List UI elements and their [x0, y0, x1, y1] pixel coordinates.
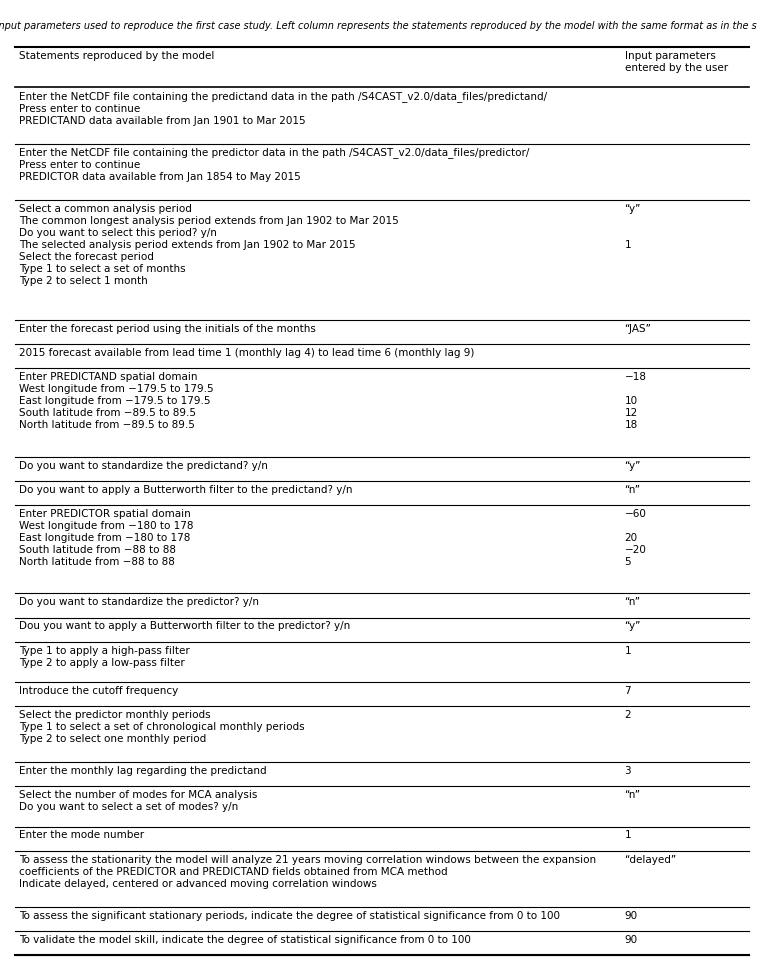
Text: Input parameters
entered by the user: Input parameters entered by the user	[625, 51, 727, 72]
Text: “y”


1: “y” 1	[625, 204, 641, 249]
Text: Enter the NetCDF file containing the predictor data in the path /S4CAST_v2.0/dat: Enter the NetCDF file containing the pre…	[19, 147, 529, 182]
Text: Statements reproduced by the model: Statements reproduced by the model	[19, 51, 214, 61]
Text: Enter the NetCDF file containing the predictand data in the path /S4CAST_v2.0/da: Enter the NetCDF file containing the pre…	[19, 91, 547, 126]
Text: 2015 forecast available from lead time 1 (monthly lag 4) to lead time 6 (monthly: 2015 forecast available from lead time 1…	[19, 349, 475, 358]
Text: To assess the significant stationary periods, indicate the degree of statistical: To assess the significant stationary per…	[19, 911, 560, 921]
Text: Do you want to standardize the predictand? y/n: Do you want to standardize the predictan…	[19, 460, 268, 471]
Text: −18

10
12
18: −18 10 12 18	[625, 373, 646, 430]
Text: 1: 1	[625, 830, 631, 841]
Text: Introduce the cutoff frequency: Introduce the cutoff frequency	[19, 686, 178, 695]
Text: Select a common analysis period
The common longest analysis period extends from : Select a common analysis period The comm…	[19, 204, 399, 286]
Text: To validate the model skill, indicate the degree of statistical significance fro: To validate the model skill, indicate th…	[19, 935, 471, 945]
Text: Select the number of modes for MCA analysis
Do you want to select a set of modes: Select the number of modes for MCA analy…	[19, 791, 257, 812]
Text: Do you want to standardize the predictor? y/n: Do you want to standardize the predictor…	[19, 597, 259, 608]
Text: Type 1 to apply a high-pass filter
Type 2 to apply a low-pass filter: Type 1 to apply a high-pass filter Type …	[19, 645, 190, 667]
Text: 7: 7	[625, 686, 631, 695]
Text: Enter PREDICTAND spatial domain
West longitude from −179.5 to 179.5
East longitu: Enter PREDICTAND spatial domain West lon…	[19, 373, 213, 430]
Text: −60

20
−20
5: −60 20 −20 5	[625, 509, 646, 567]
Text: Enter the forecast period using the initials of the months: Enter the forecast period using the init…	[19, 324, 316, 334]
Text: “n”: “n”	[625, 597, 640, 608]
Text: To assess the stationarity the model will analyze 21 years moving correlation wi: To assess the stationarity the model wil…	[19, 854, 596, 889]
Text: Select the predictor monthly periods
Type 1 to select a set of chronological mon: Select the predictor monthly periods Typ…	[19, 710, 304, 743]
Text: Do you want to apply a Butterworth filter to the predictand? y/n: Do you want to apply a Butterworth filte…	[19, 484, 353, 495]
Text: 3: 3	[625, 767, 631, 776]
Text: 2: 2	[625, 710, 631, 720]
Text: “delayed”: “delayed”	[625, 854, 677, 865]
Text: “y”: “y”	[625, 621, 641, 632]
Text: 1: 1	[625, 645, 631, 656]
Text: Enter the monthly lag regarding the predictand: Enter the monthly lag regarding the pred…	[19, 767, 266, 776]
Text: Table 1. Input parameters used to reproduce the first case study. Left column re: Table 1. Input parameters used to reprod…	[0, 21, 757, 31]
Text: “n”: “n”	[625, 791, 640, 800]
Text: Dou you want to apply a Butterworth filter to the predictor? y/n: Dou you want to apply a Butterworth filt…	[19, 621, 350, 632]
Text: “JAS”: “JAS”	[625, 324, 652, 334]
Text: Enter PREDICTOR spatial domain
West longitude from −180 to 178
East longitude fr: Enter PREDICTOR spatial domain West long…	[19, 509, 194, 567]
Text: “y”: “y”	[625, 460, 641, 471]
Text: 90: 90	[625, 911, 637, 921]
Text: 90: 90	[625, 935, 637, 945]
Text: Enter the mode number: Enter the mode number	[19, 830, 144, 841]
Text: “n”: “n”	[625, 484, 640, 495]
